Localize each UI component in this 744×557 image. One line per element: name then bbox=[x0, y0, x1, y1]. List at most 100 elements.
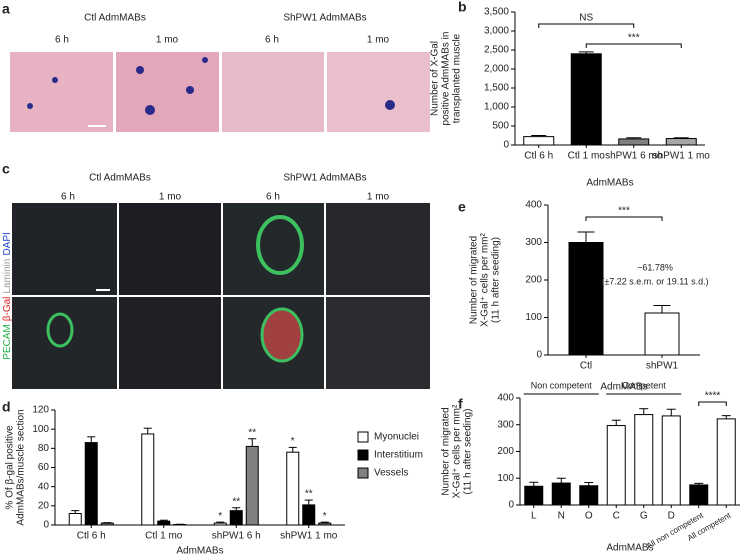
stain-name: DAPI bbox=[2, 232, 13, 255]
x-tick-label: L bbox=[531, 511, 537, 522]
bar bbox=[689, 484, 709, 506]
time-label: 6 h bbox=[55, 35, 69, 46]
fluorescence-images bbox=[12, 203, 430, 389]
vessel bbox=[256, 215, 304, 275]
bar bbox=[213, 522, 227, 526]
x-tick-label: Ctl bbox=[580, 361, 592, 372]
bracket bbox=[585, 216, 663, 221]
bar bbox=[141, 433, 155, 526]
stain-legend: PECAM β-Gal Laminin DAPI bbox=[2, 232, 13, 360]
stain-name: Laminin bbox=[2, 259, 13, 294]
bar bbox=[661, 415, 681, 506]
x-axis-label: AdmMABs bbox=[600, 382, 647, 393]
significance: ** bbox=[305, 489, 313, 500]
y-tick-label: 1,000 bbox=[484, 102, 509, 113]
significance: **** bbox=[705, 391, 721, 402]
x-tick-label: Ctl 1 mo bbox=[145, 531, 183, 542]
y-tick-label: 100 bbox=[32, 424, 49, 435]
y-axis-label: X-Gal⁺ cells per mm² bbox=[480, 233, 491, 327]
x-axis-label: AdmMABs bbox=[586, 178, 633, 189]
bar bbox=[302, 504, 316, 526]
x-tick-label: G bbox=[640, 511, 648, 522]
vessel bbox=[46, 312, 74, 348]
annotation: (±7.22 s.e.m. or 19.11 s.d.) bbox=[601, 276, 708, 286]
panel-label: b bbox=[458, 0, 467, 15]
stain-name: PECAM bbox=[2, 324, 13, 360]
bar bbox=[100, 522, 114, 526]
bar bbox=[68, 513, 82, 526]
bar bbox=[570, 53, 602, 146]
y-axis-label: positive AdmMABs in bbox=[441, 32, 452, 126]
y-tick-label: 200 bbox=[525, 275, 542, 286]
stain-dot bbox=[136, 66, 144, 74]
panel-label: a bbox=[2, 1, 10, 17]
bar bbox=[84, 442, 98, 526]
bar bbox=[229, 510, 243, 526]
bar bbox=[524, 485, 544, 506]
bar bbox=[245, 445, 259, 526]
image bbox=[12, 203, 117, 295]
significance: ** bbox=[232, 496, 240, 507]
image bbox=[326, 297, 430, 389]
x-tick-label: N bbox=[558, 511, 565, 522]
x-axis-label: AdmMABs bbox=[176, 546, 223, 557]
group-label: Non competent bbox=[531, 380, 593, 390]
y-tick-label: 40 bbox=[38, 481, 50, 492]
y-axis-label: Number of migrated bbox=[469, 236, 480, 324]
x-tick-label: shPW1 1 mo bbox=[280, 531, 338, 542]
y-tick-label: 0 bbox=[508, 500, 514, 511]
bracket bbox=[698, 401, 727, 406]
y-tick-label: 400 bbox=[497, 393, 514, 404]
y-tick-label: 200 bbox=[497, 446, 514, 457]
x-tick-label: O bbox=[585, 511, 593, 522]
time-label: 6 h bbox=[265, 35, 279, 46]
y-tick-label: 60 bbox=[38, 462, 50, 473]
time-label: 1 mo bbox=[159, 192, 182, 203]
x-tick-label: shPW1 6 h bbox=[212, 531, 261, 542]
y-tick-label: 300 bbox=[497, 419, 514, 430]
y-axis-label: (11 h after seeding) bbox=[491, 237, 502, 323]
time-label: 1 mo bbox=[367, 192, 390, 203]
y-tick-label: 80 bbox=[38, 443, 50, 454]
y-tick-label: 3,500 bbox=[484, 7, 509, 18]
image bbox=[119, 297, 221, 389]
significance: * bbox=[323, 511, 327, 522]
y-tick-label: 2,000 bbox=[484, 64, 509, 75]
image bbox=[326, 203, 430, 295]
time-label: 6 h bbox=[61, 192, 75, 203]
y-axis-label: % Of β-gal positive bbox=[5, 425, 16, 510]
bar bbox=[618, 138, 650, 146]
legend-label: Interstitium bbox=[374, 450, 423, 461]
time-label: 6 h bbox=[266, 192, 280, 203]
bar bbox=[568, 242, 604, 356]
y-axis-label: AdmMABs/muscle section bbox=[16, 409, 27, 525]
x-tick-label: Ctl 1 mo bbox=[568, 151, 606, 162]
image bbox=[116, 52, 219, 132]
stain-dot bbox=[202, 57, 208, 63]
panel-label: e bbox=[458, 199, 466, 215]
bar bbox=[318, 522, 332, 526]
panel-label: c bbox=[2, 161, 10, 177]
group-label: Ctl AdmMABs bbox=[89, 173, 151, 184]
group-label: Ctl AdmMABs bbox=[84, 13, 146, 24]
significance: NS bbox=[579, 13, 593, 24]
group-label: Competent bbox=[622, 380, 667, 390]
y-tick-label: 1,500 bbox=[484, 83, 509, 94]
x-tick-label: shPW1 6 mo bbox=[605, 151, 663, 162]
legend-swatch bbox=[357, 467, 369, 479]
x-tick-label: Ctl 6 h bbox=[524, 151, 553, 162]
legend-label: Myonuclei bbox=[374, 432, 419, 443]
bracket bbox=[585, 43, 682, 48]
y-tick-label: 500 bbox=[492, 121, 509, 132]
y-tick-label: 300 bbox=[525, 237, 542, 248]
bar bbox=[579, 485, 599, 506]
y-axis-label: X-Gal⁺ cells per mm² bbox=[452, 404, 463, 498]
significance: ** bbox=[248, 427, 256, 438]
bar bbox=[551, 482, 571, 506]
annotation: −61.78% bbox=[637, 262, 673, 272]
bar bbox=[644, 312, 680, 356]
stain-dot bbox=[52, 77, 58, 83]
y-tick-label: 100 bbox=[497, 473, 514, 484]
y-tick-label: 0 bbox=[43, 520, 49, 531]
